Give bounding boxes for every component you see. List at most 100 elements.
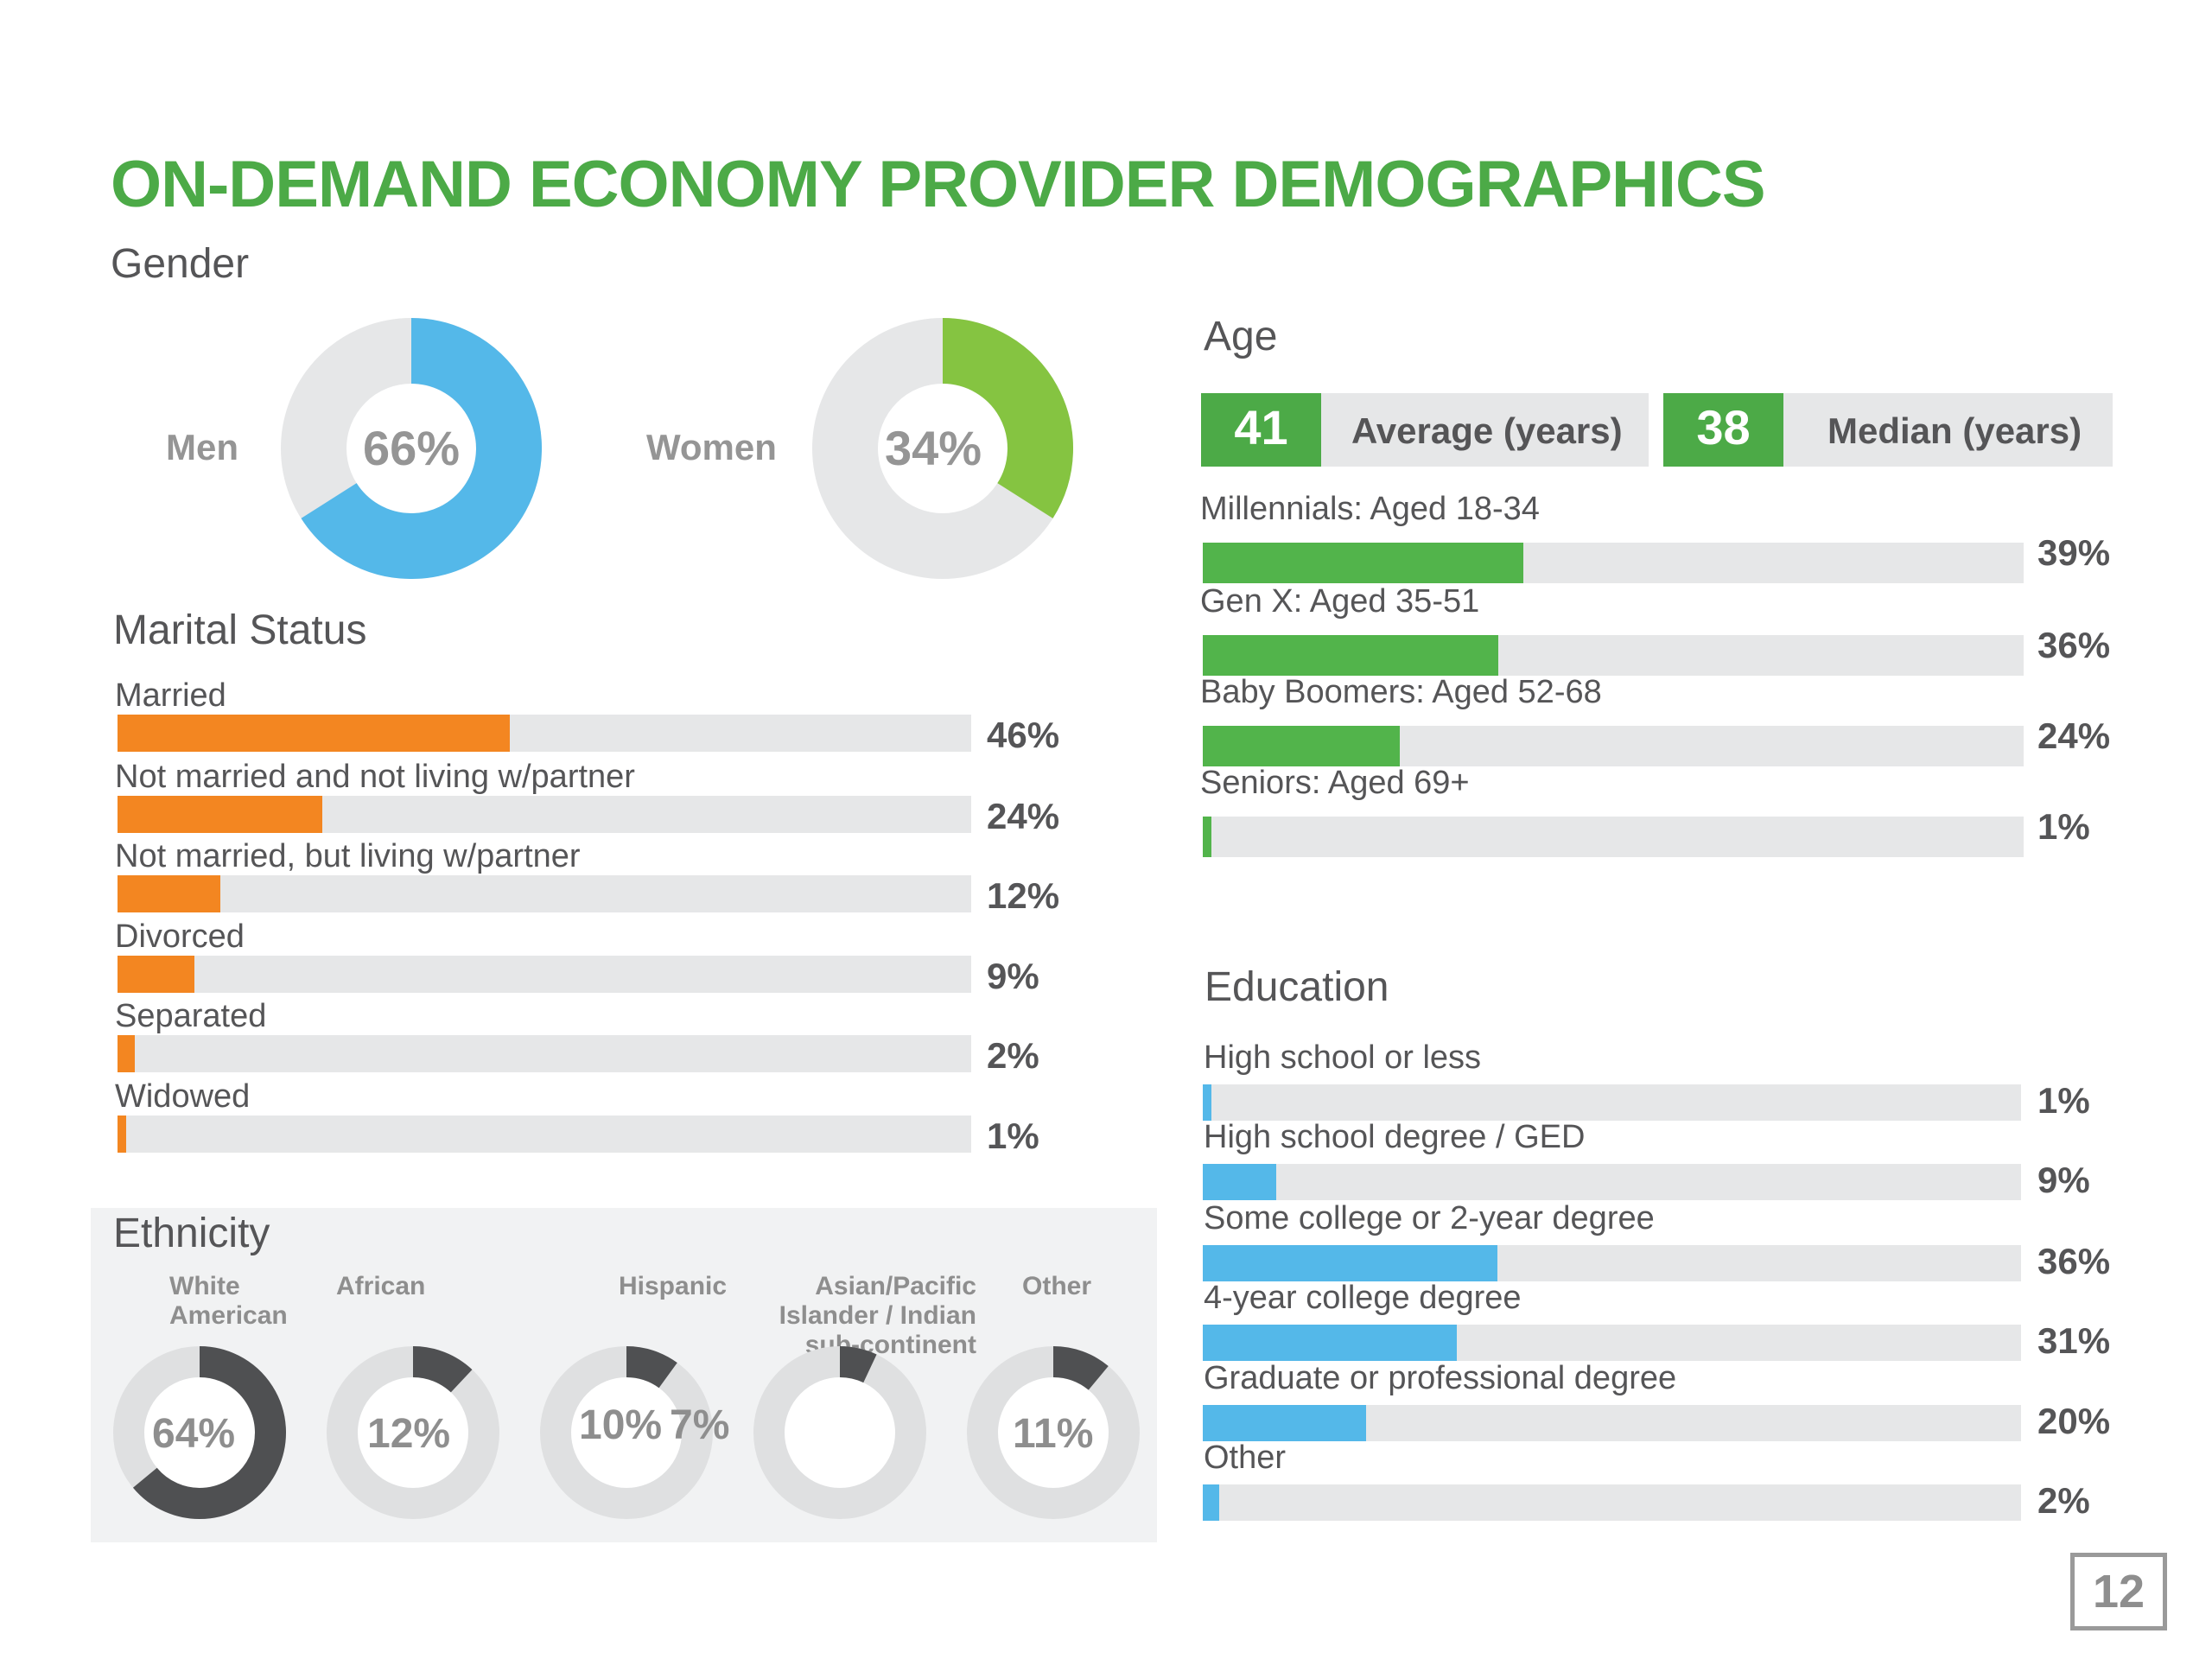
median-age-value: 38: [1663, 393, 1783, 467]
age-bar-track: [1203, 817, 2024, 857]
marital-bar-track: [118, 956, 971, 993]
women-value: 34%: [884, 421, 982, 475]
age-bar: [1203, 817, 1211, 857]
ethnicity-label-hispanic: Hispanic: [619, 1272, 728, 1300]
marital-bar-track: [118, 715, 971, 752]
marital-value: 2%: [987, 1035, 1039, 1076]
age-value: 24%: [2037, 715, 2111, 756]
education-label-high-school-degree-ged: High school degree / GED: [1204, 1119, 1586, 1155]
education-bar-track: [1203, 1164, 2021, 1200]
ethnicity-value-other: 11%: [1013, 1411, 1094, 1457]
age-label-millennials-aged-18-34: Millennials: Aged 18-34: [1200, 491, 1540, 527]
age-bar-track: [1203, 543, 2024, 583]
education-bar-track: [1203, 1245, 2021, 1281]
marital-value: 9%: [987, 956, 1039, 996]
marital-bar-track: [118, 1116, 971, 1153]
women-donut: [812, 318, 1073, 579]
marital-bar: [118, 956, 194, 993]
ethnicity-label-african: African: [336, 1272, 426, 1300]
ethnicity-donut-african: [327, 1346, 499, 1519]
marital-bar: [118, 1035, 135, 1072]
marital-label-not-married-but-living-w-partner: Not married, but living w/partner: [115, 838, 581, 874]
marital-label-not-married-and-not-living-w-partner: Not married and not living w/partner: [115, 759, 635, 795]
education-label-4-year-college-degree: 4-year college degree: [1204, 1280, 1522, 1316]
age-bar-track: [1203, 635, 2024, 676]
education-bar: [1203, 1164, 1277, 1200]
men-donut-segment: [301, 318, 542, 579]
ethnicity-value-white-american: 64%: [152, 1411, 236, 1457]
ethnicity-label-asian: Asian/Pacific Islander / Indian sub-cont…: [779, 1272, 976, 1359]
average-age-label: Average (years): [1351, 410, 1623, 451]
ethnicity-donut-segment: [1052, 1346, 1109, 1391]
age-value: 1%: [2037, 806, 2090, 847]
education-value: 2%: [2037, 1480, 2090, 1521]
education-label-other: Other: [1204, 1440, 1287, 1476]
marital-bar-track: [118, 796, 971, 833]
ethnicity-value-hispanic: 10%: [579, 1402, 663, 1448]
ethnicity-donut-asian-pacific-islander-indian-sub-continent: [753, 1346, 926, 1519]
ethnicity-donut-segment: [132, 1346, 286, 1519]
gender-heading: Gender: [111, 241, 250, 287]
education-value: 36%: [2037, 1241, 2111, 1281]
age-label-baby-boomers-aged-52-68: Baby Boomers: Aged 52-68: [1200, 674, 1602, 710]
ethnicity-donut-track: [753, 1346, 926, 1519]
marital-value: 12%: [987, 875, 1060, 916]
marital-label-separated: Separated: [115, 998, 267, 1034]
education-label-graduate-or-professional-degree: Graduate or professional degree: [1204, 1360, 1677, 1396]
age-value: 39%: [2037, 532, 2111, 573]
education-heading: Education: [1205, 964, 1389, 1010]
men-donut: [281, 318, 542, 579]
age-bar: [1203, 543, 1523, 583]
median-age-box: 38 Median (years): [1663, 393, 2113, 467]
ethnicity-donut-segment: [412, 1346, 473, 1393]
page-title: ON-DEMAND ECONOMY PROVIDER DEMOGRAPHICS: [111, 148, 1766, 221]
ethnicity-donut-segment: [839, 1346, 877, 1383]
marital-bar-track: [118, 1035, 971, 1072]
marital-bar-track: [118, 875, 971, 912]
average-age-value: 41: [1201, 393, 1321, 467]
education-bar: [1203, 1484, 1219, 1521]
education-bar-track: [1203, 1325, 2021, 1361]
marital-heading: Marital Status: [113, 607, 367, 653]
marital-value: 46%: [987, 715, 1060, 755]
ethnicity-donut-segment: [626, 1346, 677, 1389]
education-label-high-school-or-less: High school or less: [1204, 1039, 1482, 1076]
ethnicity-label-other: Other: [1022, 1272, 1092, 1300]
age-bar: [1203, 726, 1400, 766]
age-value: 36%: [2037, 625, 2111, 665]
age-bar: [1203, 635, 1498, 676]
marital-value: 1%: [987, 1116, 1039, 1156]
women-label: Women: [646, 427, 777, 467]
marital-bar: [118, 875, 220, 912]
marital-label-divorced: Divorced: [115, 918, 245, 955]
age-label-gen-x-aged-35-51: Gen X: Aged 35-51: [1200, 583, 1480, 620]
marital-label-married: Married: [115, 677, 226, 714]
marital-bar: [118, 715, 511, 752]
education-bar: [1203, 1405, 1367, 1441]
age-bar-track: [1203, 726, 2024, 766]
average-age-box: 41 Average (years): [1201, 393, 1649, 467]
marital-value: 24%: [987, 796, 1060, 836]
age-label-seniors-aged-69: Seniors: Aged 69+: [1200, 765, 1470, 801]
education-value: 1%: [2037, 1080, 2090, 1121]
men-value: 66%: [362, 421, 461, 475]
ethnicity-donut-hispanic: [540, 1346, 713, 1519]
education-bar: [1203, 1245, 1497, 1281]
ethnicity-donut-other: [967, 1346, 1140, 1519]
education-bar: [1203, 1084, 1211, 1121]
men-label: Men: [166, 427, 238, 467]
education-bar-track: [1203, 1484, 2021, 1521]
education-value: 9%: [2037, 1160, 2090, 1200]
education-value: 31%: [2037, 1320, 2111, 1361]
median-age-label: Median (years): [1827, 410, 2082, 451]
marital-bar: [118, 1116, 126, 1153]
age-heading: Age: [1204, 314, 1278, 359]
page-number: 12: [2070, 1553, 2167, 1630]
education-bar-track: [1203, 1084, 2021, 1121]
education-label-some-college-or-2-year-degree: Some college or 2-year degree: [1204, 1200, 1655, 1236]
women-donut-segment: [941, 318, 1073, 518]
education-bar: [1203, 1325, 1457, 1361]
marital-bar: [118, 796, 323, 833]
education-bar-track: [1203, 1405, 2021, 1441]
ethnicity-donut-white-american: [113, 1346, 286, 1519]
